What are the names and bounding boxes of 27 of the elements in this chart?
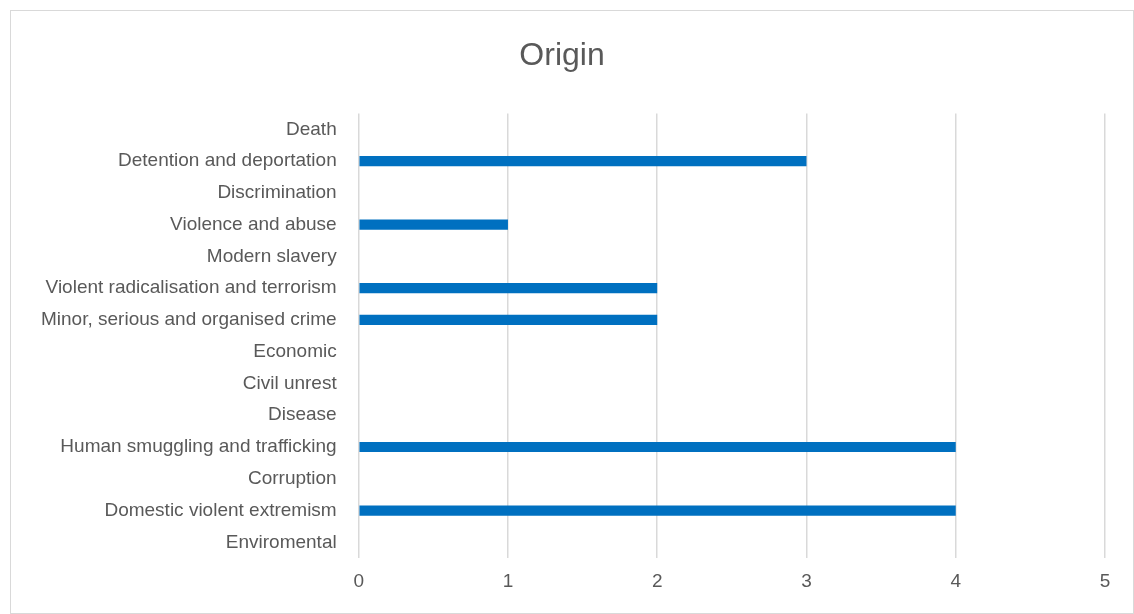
- x-tick-label: 4: [950, 569, 962, 591]
- bar: [359, 283, 658, 294]
- y-tick-label: Corruption: [247, 467, 337, 489]
- y-tick-label: Violent radicalisation and terrorism: [45, 276, 337, 298]
- y-tick-label: Detention and deportation: [118, 149, 337, 171]
- y-tick-label: Violence and abuse: [170, 212, 337, 234]
- y-tick-label: Death: [285, 117, 337, 139]
- bar: [359, 441, 956, 453]
- y-tick-label: Civil unrest: [242, 371, 338, 393]
- x-tick-label: 0: [353, 569, 364, 591]
- y-tick-label: Domestic violent extremism: [104, 498, 337, 520]
- x-tick-label: 5: [1099, 569, 1111, 591]
- x-tick-label: 2: [651, 569, 663, 591]
- y-tick-label: Discrimination: [217, 181, 337, 203]
- y-tick-label: Human smuggling and trafficking: [60, 435, 337, 457]
- y-tick-label: Modern slavery: [206, 244, 338, 266]
- y-tick-label: Enviromental: [225, 530, 337, 552]
- y-tick-label: Minor, serious and organised crime: [40, 308, 337, 330]
- x-tick-label: 1: [502, 569, 514, 591]
- y-tick-label: Economic: [253, 339, 337, 361]
- bar: [359, 505, 956, 516]
- x-tick-label: 3: [801, 569, 812, 591]
- bar: [359, 219, 508, 230]
- bar: [359, 155, 807, 167]
- chart-title: Origin: [519, 36, 605, 73]
- bar: [359, 314, 658, 325]
- y-tick-label: Disease: [268, 403, 337, 425]
